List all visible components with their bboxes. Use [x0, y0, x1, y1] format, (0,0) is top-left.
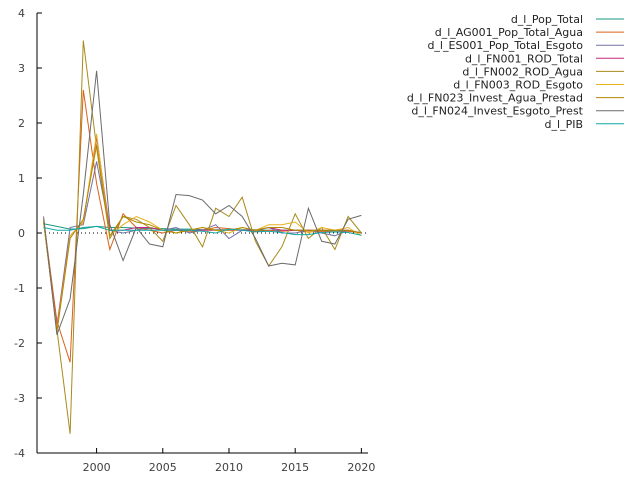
legend-label-7: d_l_FN023_Invest_Agua_Prestad — [407, 92, 583, 105]
y-tick-label: -2 — [14, 337, 25, 350]
y-tick-label: 0 — [18, 227, 25, 240]
plot-area — [37, 40, 368, 434]
x-tick-label: 2020 — [347, 461, 375, 474]
series-line-3 — [43, 161, 362, 327]
x-tick-label: 2005 — [149, 461, 177, 474]
legend-label-8: d_l_FN024_Invest_Esgoto_Prest — [411, 105, 583, 118]
series-line-9 — [43, 225, 362, 236]
y-tick-label: 4 — [18, 7, 25, 20]
axes: -4 -3 -2 -1 0 1 2 3 4 2000 2005 2010 2015 2020 — [14, 7, 375, 474]
legend-label-5: d_l_FN002_ROD_Agua — [462, 65, 583, 78]
legend: d_l_Pop_Totald_l_AG001_Pop_Total_Aguad_l… — [407, 13, 624, 131]
x-tick-label: 2000 — [83, 461, 111, 474]
legend-label-4: d_l_FN001_ROD_Total — [465, 52, 583, 65]
legend-label-3: d_l_ES001_Pop_Total_Esgoto — [427, 39, 583, 52]
legend-label-2: d_l_AG001_Pop_Total_Agua — [435, 26, 583, 39]
y-tick-label: -3 — [14, 392, 25, 405]
series-line-7 — [43, 144, 362, 333]
legend-label-9: d_l_PIB — [545, 118, 583, 131]
y-tick-label: -4 — [14, 447, 25, 460]
y-tick-label: -1 — [14, 282, 25, 295]
legend-label-1: d_l_Pop_Total — [511, 13, 583, 26]
series-line-5 — [43, 40, 362, 434]
y-tick-label: 2 — [18, 117, 25, 130]
y-tick-label: 3 — [18, 62, 25, 75]
x-tick-label: 2015 — [281, 461, 309, 474]
x-tick-label: 2010 — [215, 461, 243, 474]
y-tick-label: 1 — [18, 172, 25, 185]
series-line-2 — [43, 89, 362, 363]
legend-label-6: d_l_FN003_ROD_Esgoto — [453, 79, 583, 92]
series-line-8 — [43, 70, 362, 335]
